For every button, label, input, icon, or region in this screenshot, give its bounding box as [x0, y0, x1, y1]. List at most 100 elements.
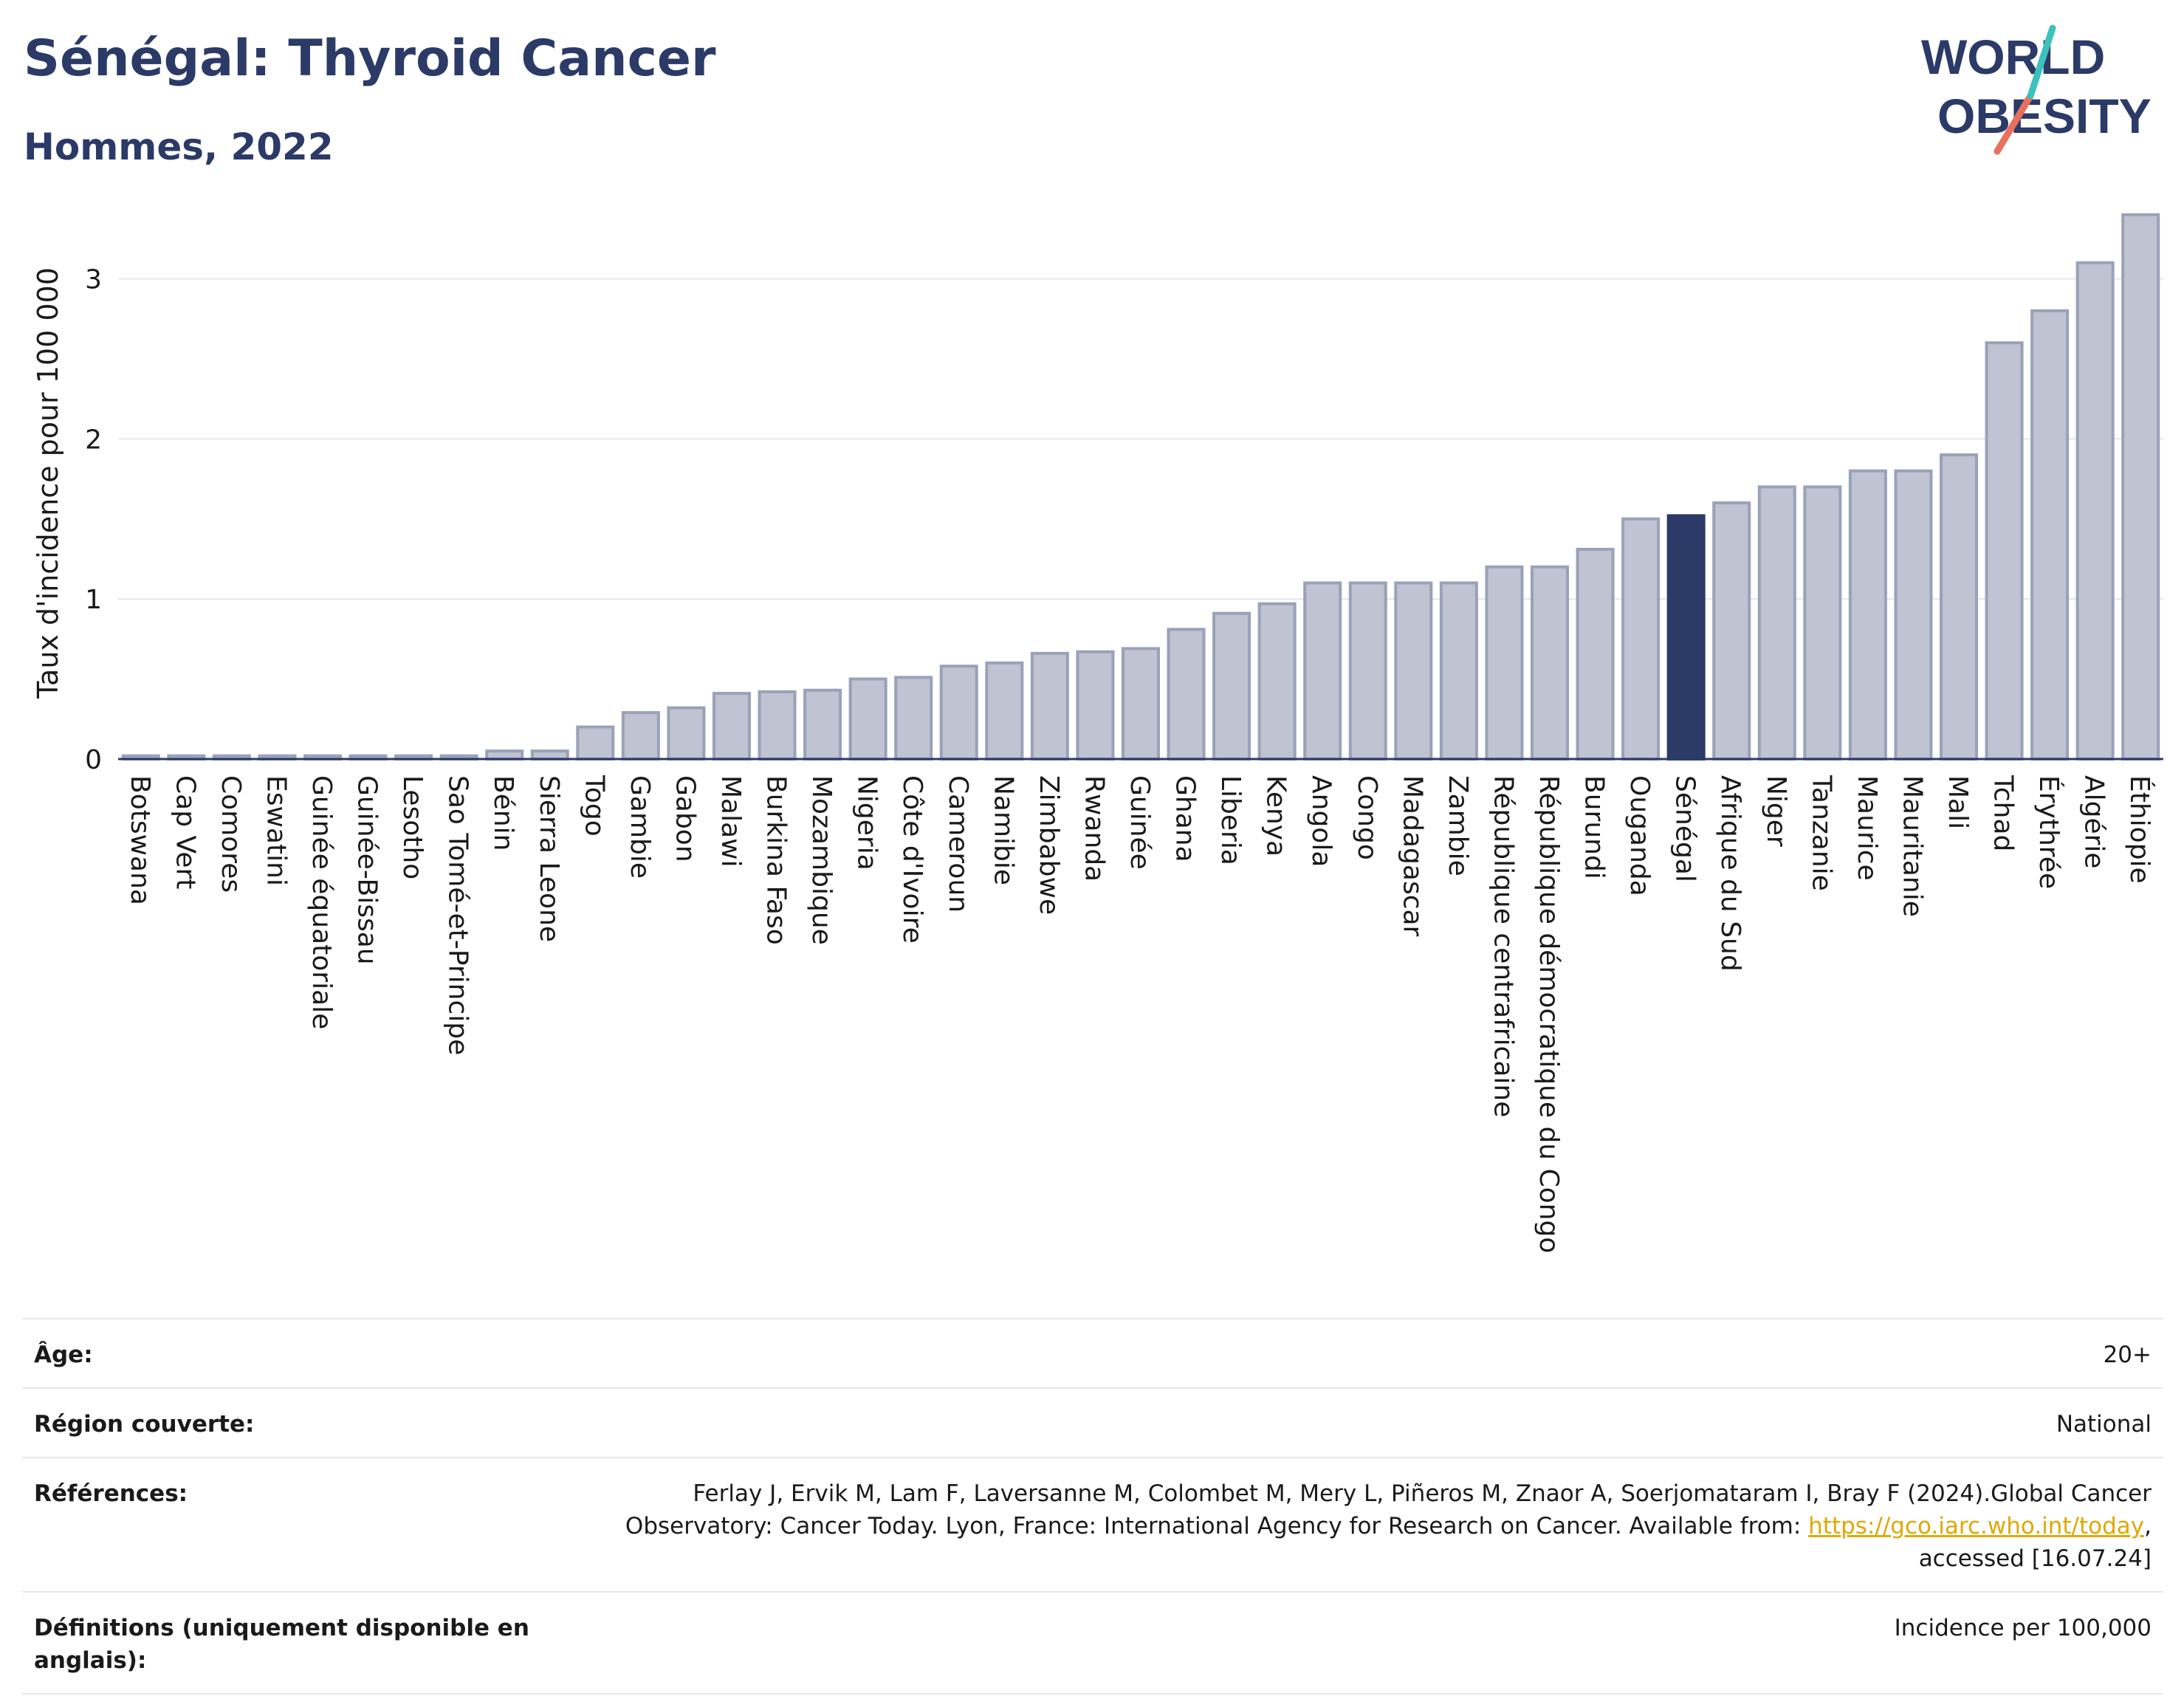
bar[interactable]	[894, 676, 933, 761]
bar[interactable]	[1348, 581, 1387, 761]
bar[interactable]	[1666, 514, 1706, 761]
meta-region-label: Région couverte:	[34, 1411, 255, 1438]
bar[interactable]	[1576, 547, 1615, 761]
bar[interactable]	[576, 725, 615, 761]
x-tick-label: Eswatini	[261, 775, 291, 886]
bar[interactable]	[1803, 485, 1842, 761]
bar[interactable]	[1757, 485, 1796, 761]
bar[interactable]	[1621, 517, 1661, 761]
x-tick-label: Mali	[1943, 775, 1973, 829]
x-tick-label: Mozambique	[806, 775, 837, 945]
x-tick-label: Tanzanie	[1806, 775, 1836, 891]
bar-chart: 0 1 2 3 Botswana Cap Vert Comores Eswatini Guin…	[32, 213, 2163, 1253]
bar[interactable]	[1530, 565, 1570, 761]
x-tick-label: Maurice	[1852, 775, 1882, 881]
meta-row-age: Âge: 20+	[22, 1318, 2163, 1387]
bar[interactable]	[1121, 647, 1161, 761]
meta-references-value: Ferlay J, Ervik M, Lam F, Laversanne M, …	[564, 1477, 2152, 1575]
bar[interactable]	[621, 711, 660, 761]
bar[interactable]	[1712, 501, 1751, 761]
bar[interactable]	[530, 749, 569, 761]
bar[interactable]	[1303, 581, 1342, 761]
x-tick-label: Ghana	[1170, 775, 1201, 862]
meta-row-region: Région couverte: National	[22, 1387, 2163, 1457]
bar[interactable]	[985, 661, 1024, 761]
bar[interactable]	[1257, 602, 1297, 761]
logo-line1: WORLD	[1921, 30, 2105, 84]
x-tick-label: Congo	[1352, 775, 1382, 860]
x-tick-label: Afrique du Sud	[1715, 775, 1745, 972]
bar[interactable]	[2030, 309, 2070, 761]
x-tick-label: Togo	[579, 775, 609, 837]
x-tick-label: Comores	[216, 775, 246, 893]
y-tick-label: 0	[85, 745, 102, 775]
x-tick-label: Botswana	[125, 775, 155, 905]
x-tick-label: Mauritanie	[1897, 775, 1927, 917]
x-tick-label: République démocratique du Congo	[1534, 775, 1564, 1253]
world-obesity-logo: WORLD OBESITY	[1921, 24, 2152, 155]
x-tick-label: Nigeria	[852, 775, 882, 871]
bar[interactable]	[1030, 651, 1069, 761]
x-tick-label: Guinée	[1124, 775, 1155, 870]
x-axis-labels: Botswana Cap Vert Comores Eswatini Guinée éq…	[125, 775, 2155, 1253]
y-tick-label: 2	[85, 425, 102, 455]
x-tick-label: Gambie	[625, 775, 655, 879]
x-tick-label: Cameroun	[943, 775, 973, 913]
y-tick-label: 3	[85, 265, 102, 295]
bar[interactable]	[667, 706, 706, 761]
x-tick-label: Bénin	[488, 775, 518, 851]
x-tick-label: Namibie	[988, 775, 1018, 885]
bar[interactable]	[1485, 565, 1524, 761]
x-tick-label: Éthiopie	[2124, 775, 2155, 884]
x-tick-label: Malawi	[715, 775, 746, 868]
x-tick-label: Ouganda	[1624, 775, 1655, 896]
ref-text-2: , accessed [16.07.24]	[1918, 1513, 2152, 1572]
bar[interactable]	[939, 665, 978, 761]
x-tick-label: Angola	[1306, 775, 1336, 867]
bar[interactable]	[1212, 611, 1251, 761]
x-tick-label: République centrafricaine	[1488, 775, 1518, 1117]
bar[interactable]	[1985, 341, 2024, 761]
logo-slash-teal-icon	[2027, 24, 2056, 100]
bar[interactable]	[712, 692, 752, 761]
bar[interactable]	[1394, 581, 1433, 761]
bar[interactable]	[803, 688, 842, 761]
bar[interactable]	[485, 749, 524, 761]
bar[interactable]	[2121, 213, 2160, 761]
y-axis-ticks: 0 1 2 3	[85, 265, 102, 775]
meta-region-value: National	[2056, 1411, 2152, 1438]
bar[interactable]	[1848, 469, 1887, 761]
x-tick-label: Tchad	[1988, 775, 2019, 851]
bar[interactable]	[2075, 261, 2115, 761]
meta-row-references: Références: Ferlay J, Ervik M, Lam F, La…	[22, 1457, 2163, 1591]
bar[interactable]	[848, 677, 887, 761]
logo-line2: OBESITY	[1937, 89, 2152, 143]
x-tick-label: Gabon	[670, 775, 700, 862]
x-tick-label: Burundi	[1579, 775, 1610, 879]
x-tick-label: Burkina Faso	[761, 775, 791, 945]
ref-link[interactable]: https://gco.iarc.who.int/today	[1808, 1513, 2145, 1539]
x-tick-label: Sao Tomé-et-Principe	[443, 775, 473, 1055]
meta-definitions-value: Incidence per 100,000	[1894, 1615, 2152, 1641]
ref-text-1: Ferlay J, Ervik M, Lam F, Laversanne M, …	[625, 1480, 2152, 1539]
x-tick-label: Lesotho	[397, 775, 427, 879]
meta-age-label: Âge:	[34, 1342, 93, 1368]
bar[interactable]	[1439, 581, 1478, 761]
meta-definitions-label: Définitions (uniquement disponible en an…	[34, 1615, 529, 1674]
bar[interactable]	[1939, 453, 1979, 761]
y-axis-label: Taux d'incidence pour 100 000	[32, 267, 64, 699]
bar[interactable]	[1894, 469, 1933, 761]
x-tick-label: Niger	[1761, 775, 1791, 847]
x-tick-label: Algérie	[2079, 775, 2109, 869]
bar[interactable]	[1076, 650, 1115, 761]
metadata-table: Âge: 20+ Région couverte: National Référ…	[22, 1318, 2163, 1695]
x-tick-label: Kenya	[1261, 775, 1291, 856]
x-tick-label: Guinée-Bissau	[352, 775, 382, 965]
meta-row-definitions: Définitions (uniquement disponible en an…	[22, 1591, 2163, 1695]
bar[interactable]	[758, 690, 797, 761]
x-tick-label: Sierra Leone	[534, 775, 564, 942]
x-tick-label: Guinée équatoriale	[306, 775, 337, 1029]
x-tick-label: Côte d'Ivoire	[897, 775, 927, 944]
x-tick-label: Sénégal	[1670, 775, 1700, 882]
bar[interactable]	[1167, 628, 1206, 761]
